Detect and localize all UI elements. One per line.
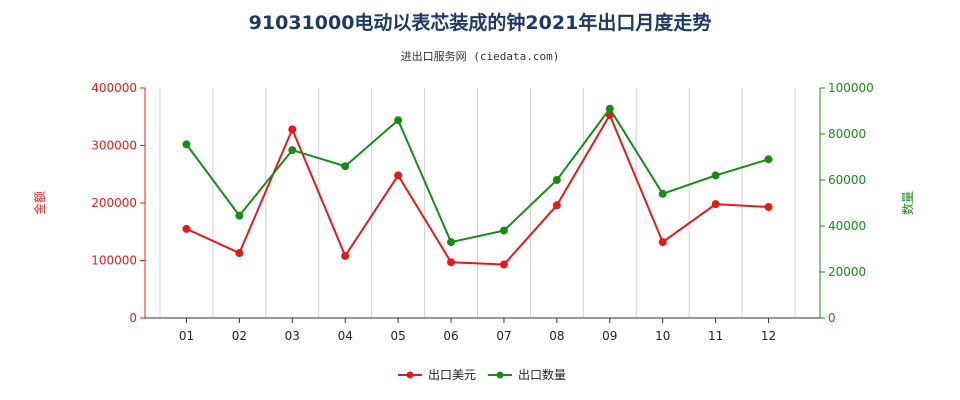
series-line-qty bbox=[185, 106, 769, 244]
y-left-tick-label: 200000 bbox=[91, 196, 137, 210]
y-right-tick-label: 40000 bbox=[828, 219, 866, 233]
data-point-usd bbox=[658, 238, 667, 247]
x-tick-label: 04 bbox=[338, 329, 353, 343]
x-tick-label: 09 bbox=[602, 329, 617, 343]
series-line-usd bbox=[186, 112, 769, 266]
data-point-qty bbox=[182, 140, 191, 149]
y-left-tick-label: 100000 bbox=[91, 254, 137, 268]
chart-title: 91031000电动以表芯装成的钟2021年出口月度走势 bbox=[248, 12, 712, 34]
data-point-qty bbox=[447, 238, 456, 247]
data-point-qty bbox=[288, 146, 297, 155]
data-point-usd bbox=[235, 249, 244, 258]
data-point-qty bbox=[235, 211, 244, 220]
x-tick-label: 03 bbox=[285, 329, 300, 343]
data-point-usd bbox=[552, 201, 561, 210]
data-point-qty bbox=[499, 226, 508, 235]
y-left-tick-label: 0 bbox=[129, 311, 137, 325]
data-point-usd bbox=[394, 171, 403, 180]
x-tick-label: 08 bbox=[549, 329, 564, 343]
y-left-tick-label: 300000 bbox=[91, 139, 137, 153]
legend: 出口美元 出口数量 bbox=[398, 367, 566, 382]
data-point-usd bbox=[764, 203, 773, 212]
series-layer bbox=[182, 104, 773, 269]
data-point-qty bbox=[605, 104, 614, 113]
data-point-usd bbox=[711, 200, 720, 209]
legend-label: 出口数量 bbox=[518, 367, 566, 382]
y-left-tick-label: 400000 bbox=[91, 81, 137, 95]
data-point-usd bbox=[341, 251, 350, 260]
data-point-usd bbox=[288, 125, 297, 134]
axes-layer: 0 100000 200000 300000 400000 0 20000 40000 6000… bbox=[32, 81, 915, 343]
y-right-tick-label: 100000 bbox=[828, 81, 874, 95]
y-right-tick-label: 60000 bbox=[828, 173, 866, 187]
x-tick-label: 12 bbox=[761, 329, 776, 343]
legend-label: 出口美元 bbox=[428, 368, 476, 382]
x-tick-label: 10 bbox=[655, 329, 670, 343]
y-right-tick-label: 80000 bbox=[828, 127, 866, 141]
data-point-usd bbox=[182, 224, 191, 233]
y-left-axis-title: 金额 bbox=[32, 191, 47, 215]
chart-subtitle: 进出口服务网 (ciedata.com) bbox=[400, 50, 560, 63]
data-point-usd bbox=[447, 258, 456, 267]
data-point-qty bbox=[394, 116, 403, 125]
data-point-qty bbox=[552, 176, 561, 184]
grid-layer bbox=[159, 88, 796, 318]
x-tick-label: 01 bbox=[179, 329, 194, 343]
y-right-tick-label: 20000 bbox=[828, 265, 866, 279]
data-point-qty bbox=[764, 155, 773, 164]
data-point-qty bbox=[711, 171, 720, 180]
x-tick-label: 06 bbox=[443, 329, 458, 343]
x-tick-label: 02 bbox=[232, 329, 247, 343]
x-tick-label: 11 bbox=[708, 329, 723, 343]
y-right-tick-label: 0 bbox=[828, 311, 836, 325]
data-point-qty bbox=[341, 162, 350, 171]
x-tick-label: 07 bbox=[496, 329, 511, 343]
data-point-usd bbox=[499, 260, 508, 269]
x-tick-label: 05 bbox=[390, 329, 405, 343]
legend-swatch-marker bbox=[496, 371, 504, 379]
legend-swatch-marker bbox=[406, 371, 414, 379]
y-right-axis-title: 数量 bbox=[900, 191, 915, 215]
data-point-qty bbox=[658, 189, 667, 198]
